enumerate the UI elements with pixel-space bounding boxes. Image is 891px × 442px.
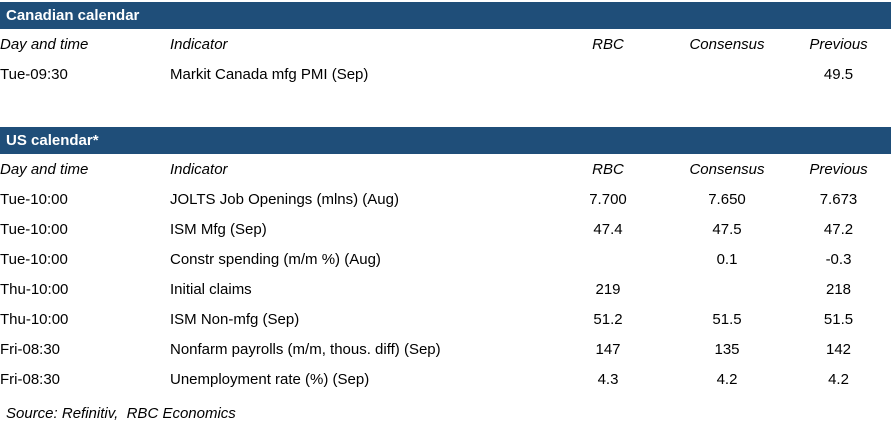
cell-day: Fri-08:30 — [0, 370, 61, 388]
cell-consensus: 47.5 — [712, 220, 742, 238]
table-row: Tue-09:30 Markit Canada mfg PMI (Sep) 49.5 — [0, 59, 891, 89]
cell-previous: -0.3 — [825, 250, 852, 268]
cell-consensus: 135 — [714, 340, 740, 358]
col-header-rbc: RBC — [592, 160, 624, 178]
cell-consensus: 0.1 — [716, 250, 738, 268]
cell-indicator: Nonfarm payrolls (m/m, thous. diff) (Sep… — [170, 340, 441, 358]
table-row: Thu-10:00 ISM Non-mfg (Sep) 51.2 51.5 51.5 — [0, 304, 891, 334]
section-title-us-calendar: US calendar* — [0, 127, 891, 154]
cell-indicator: Markit Canada mfg PMI (Sep) — [170, 65, 369, 83]
col-header-day: Day and time — [0, 160, 89, 178]
cell-rbc — [548, 244, 668, 274]
section-us-calendar: US calendar* Day and time Indicator RBC Cons… — [0, 127, 891, 394]
calendar-sections: Canadian calendar Day and time Indicator RB… — [0, 2, 891, 394]
cell-consensus — [668, 59, 786, 89]
cell-day: Fri-08:30 — [0, 340, 61, 358]
table-row: Thu-10:00 Initial claims 219 218 — [0, 274, 891, 304]
section-title-canadian-calendar: Canadian calendar — [0, 2, 891, 29]
cell-day: Tue-10:00 — [0, 190, 68, 208]
table-row: Tue-10:00 Constr spending (m/m %) (Aug) 0.… — [0, 244, 891, 274]
cell-previous: 49.5 — [823, 65, 854, 83]
cell-day: Tue-10:00 — [0, 220, 68, 238]
cell-indicator: ISM Non-mfg (Sep) — [170, 310, 300, 328]
cell-consensus: 4.2 — [716, 370, 738, 388]
cell-previous: 142 — [825, 340, 852, 358]
cell-previous: 47.2 — [823, 220, 854, 238]
cell-rbc: 7.700 — [589, 190, 627, 208]
cell-indicator: Constr spending (m/m %) (Aug) — [170, 250, 381, 268]
cell-consensus: 51.5 — [712, 310, 742, 328]
cell-indicator: ISM Mfg (Sep) — [170, 220, 267, 238]
table-row: Tue-10:00 ISM Mfg (Sep) 47.4 47.5 47.2 — [0, 214, 891, 244]
calendar-table-canadian-calendar: Day and time Indicator RBC Consensus Previou… — [0, 29, 891, 89]
col-header-consensus: Consensus — [689, 35, 765, 53]
cell-rbc: 51.2 — [593, 310, 623, 328]
cell-previous: 218 — [825, 280, 852, 298]
cell-consensus: 7.650 — [708, 190, 746, 208]
cell-indicator: JOLTS Job Openings (mlns) (Aug) — [170, 190, 399, 208]
cell-day: Tue-10:00 — [0, 250, 68, 268]
col-header-day: Day and time — [0, 35, 89, 53]
column-header-row: Day and time Indicator RBC Consensus Previou… — [0, 29, 891, 59]
economic-calendar-page: Canadian calendar Day and time Indicator RB… — [0, 2, 891, 422]
table-row: Tue-10:00 JOLTS Job Openings (mlns) (Aug)… — [0, 184, 891, 214]
cell-rbc: 219 — [595, 280, 621, 298]
cell-day: Thu-10:00 — [0, 280, 69, 298]
source-note: Source: Refinitiv, RBC Economics — [6, 405, 236, 422]
col-header-previous: Previous — [809, 160, 868, 178]
col-header-indicator: Indicator — [170, 35, 228, 53]
table-row: Fri-08:30 Unemployment rate (%) (Sep) 4.3 4… — [0, 364, 891, 394]
cell-rbc — [548, 59, 668, 89]
cell-rbc: 4.3 — [597, 370, 619, 388]
col-header-previous: Previous — [809, 35, 868, 53]
cell-previous: 7.673 — [819, 190, 858, 208]
cell-rbc: 47.4 — [593, 220, 623, 238]
col-header-rbc: RBC — [592, 35, 624, 53]
cell-rbc: 147 — [595, 340, 621, 358]
cell-day: Thu-10:00 — [0, 310, 69, 328]
table-row: Fri-08:30 Nonfarm payrolls (m/m, thous. d… — [0, 334, 891, 364]
cell-previous: 51.5 — [823, 310, 854, 328]
cell-previous: 4.2 — [828, 370, 849, 388]
calendar-table-us-calendar: Day and time Indicator RBC Consensus Previou… — [0, 154, 891, 394]
column-header-row: Day and time Indicator RBC Consensus Previou… — [0, 154, 891, 184]
cell-day: Tue-09:30 — [0, 65, 68, 83]
cell-consensus — [668, 274, 786, 304]
cell-indicator: Unemployment rate (%) (Sep) — [170, 370, 370, 388]
section-canadian-calendar: Canadian calendar Day and time Indicator RB… — [0, 2, 891, 89]
cell-indicator: Initial claims — [170, 280, 252, 298]
col-header-indicator: Indicator — [170, 160, 228, 178]
col-header-consensus: Consensus — [689, 160, 765, 178]
